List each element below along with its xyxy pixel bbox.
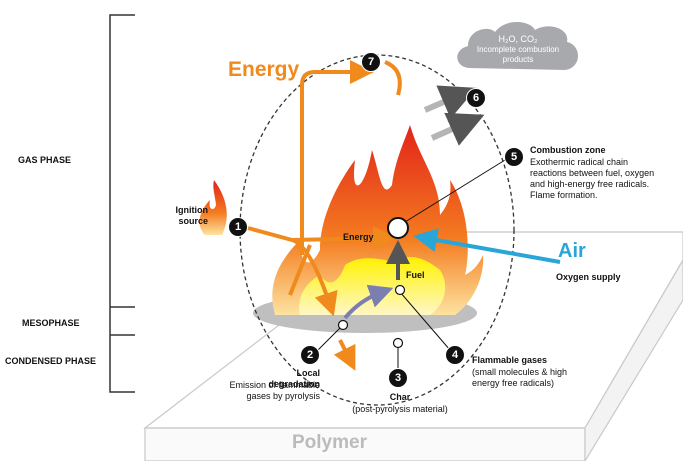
step-description: Emission of flammable gases by pyrolysis xyxy=(222,380,320,402)
step-label: Char xyxy=(385,392,415,403)
air-description: Oxygen supply xyxy=(556,272,621,283)
diagram: GAS PHASE MESOPHASE CONDENSED PHASE Ener… xyxy=(0,0,683,461)
step-label: Flammable gases xyxy=(472,355,547,366)
phase-label: CONDENSED PHASE xyxy=(5,356,96,367)
step-description: Incomplete combustion products xyxy=(470,45,566,65)
product-arrows xyxy=(425,95,468,138)
step-number: 5 xyxy=(504,147,524,167)
step-description: (post-pyrolysis material) xyxy=(342,404,458,415)
step-label: H₂O, CO₂ xyxy=(478,34,558,45)
air-label: Air xyxy=(558,240,586,262)
inner-energy-label: Energy xyxy=(343,232,374,243)
energy-label: Energy xyxy=(228,58,299,82)
step-description: (small molecules & high energy free radi… xyxy=(472,367,572,389)
diagram-graphics xyxy=(0,0,683,461)
step-number: 2 xyxy=(300,345,320,365)
step-label: Combustion zone xyxy=(530,145,606,156)
phase-bracket xyxy=(110,15,135,392)
step-number: 1 xyxy=(228,217,248,237)
step-description: Exothermic radical chain reactions betwe… xyxy=(530,157,660,201)
fuel-label: Fuel xyxy=(406,270,425,281)
phase-label: MESOPHASE xyxy=(22,318,80,329)
step-number: 4 xyxy=(445,345,465,365)
step-number: 7 xyxy=(361,52,381,72)
polymer-label: Polymer xyxy=(292,432,367,454)
phase-label: GAS PHASE xyxy=(18,155,71,166)
step-number: 3 xyxy=(388,368,408,388)
step-number: 6 xyxy=(466,88,486,108)
step-label: Ignition source xyxy=(160,205,208,227)
